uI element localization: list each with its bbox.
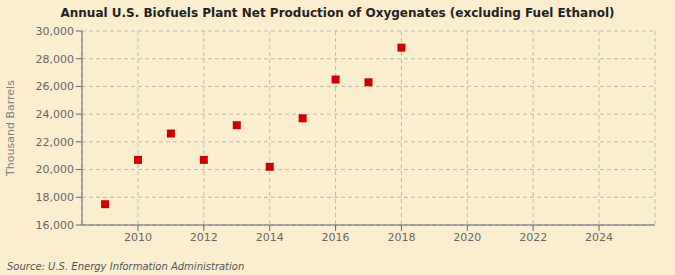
svg-text:2020: 2020 [453, 231, 481, 244]
svg-text:18,000: 18,000 [36, 191, 75, 204]
svg-text:2018: 2018 [387, 231, 415, 244]
svg-text:2010: 2010 [124, 231, 152, 244]
svg-text:2022: 2022 [519, 231, 547, 244]
svg-text:30,000: 30,000 [36, 25, 75, 38]
svg-text:26,000: 26,000 [36, 80, 75, 93]
svg-text:Thousand Barrels: Thousand Barrels [8, 80, 17, 177]
html-text:Source: U.S. Energy Informatio: Source: U.S. Energy Information Administ… [7, 261, 245, 272]
svg-text:22,000: 22,000 [36, 136, 75, 149]
svg-text:24,000: 24,000 [36, 108, 75, 121]
svg-text:2016: 2016 [322, 231, 350, 244]
svg-text:2012: 2012 [190, 231, 218, 244]
svg-text:16,000: 16,000 [36, 219, 75, 232]
svg-text:28,000: 28,000 [36, 53, 75, 66]
svg-text:2024: 2024 [585, 231, 613, 244]
svg-text:20,000: 20,000 [36, 163, 75, 176]
html-text:Annual U.S. Biofuels Plant Net: Annual U.S. Biofuels Plant Net Productio… [60, 6, 615, 20]
svg-text:2014: 2014 [256, 231, 284, 244]
